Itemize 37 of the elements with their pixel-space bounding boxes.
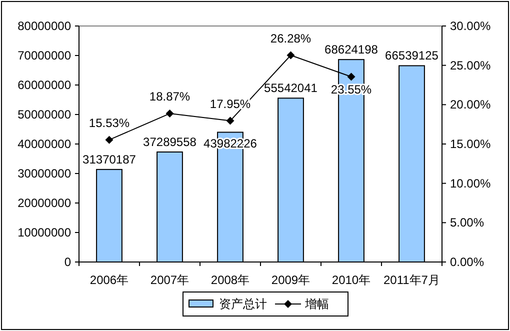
data-label: 66539125 — [385, 48, 439, 63]
point — [166, 110, 174, 118]
data-label: 15.53% — [88, 116, 130, 130]
y-tick-label: 50000000 — [18, 108, 72, 122]
y2-tick-label: 25.00% — [450, 58, 492, 72]
x-tick-label: 2008年 — [210, 273, 250, 287]
data-label: 26.28% — [270, 31, 312, 46]
y-tick-label: 20000000 — [18, 196, 72, 210]
y-tick-label: 80000000 — [18, 19, 72, 33]
y-tick-label: 30000000 — [18, 166, 72, 180]
data-label: 31370187 — [82, 152, 136, 166]
y-tick-label: 60000000 — [18, 78, 72, 92]
y-tick-label: 10000000 — [18, 226, 72, 240]
x-tick-label: 2007年 — [150, 273, 190, 287]
point — [226, 116, 234, 125]
y2-tick-label: 15.00% — [450, 137, 492, 151]
y2-tick-label: 0.00% — [450, 255, 484, 269]
y2-tick-label: 5.00% — [450, 216, 484, 230]
x-tick-label: 2010年 — [332, 273, 371, 287]
data-label: 18.87% — [149, 90, 190, 104]
y2-tick-label: 20.00% — [450, 98, 492, 112]
y2-tick-label: 10.00% — [450, 176, 492, 190]
data-label: 68624198 — [324, 42, 378, 57]
data-label: 55542041 — [264, 81, 318, 96]
point — [347, 72, 356, 81]
point — [286, 51, 295, 60]
x-tick-label: 2009年 — [271, 273, 310, 287]
legend-label: 资产总计 — [219, 297, 267, 311]
legend-label: 增幅 — [304, 297, 329, 311]
y-tick-label: 70000000 — [18, 48, 72, 62]
x-tick-label: 2011年7月 — [384, 273, 440, 287]
point — [105, 136, 114, 144]
x-tick-label: 2006年 — [90, 273, 129, 287]
data-label: 37289558 — [143, 134, 197, 149]
y-tick-label: 0 — [64, 255, 72, 269]
y-tick-label: 40000000 — [18, 137, 72, 151]
y2-tick-label: 30.00% — [450, 19, 492, 33]
